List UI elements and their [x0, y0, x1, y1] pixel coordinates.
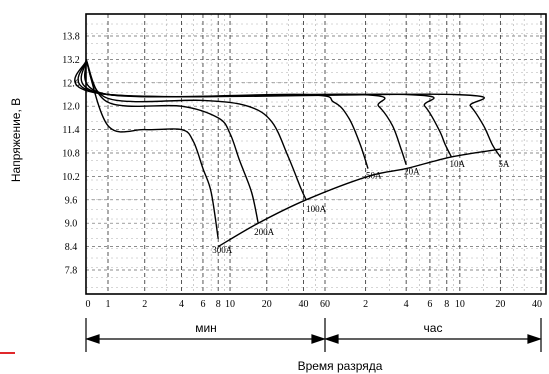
x-axis-label: Время разряда — [298, 359, 383, 373]
red-accent-mark — [0, 352, 15, 354]
x-tick-label: 40 — [532, 299, 542, 310]
y-tick-label: 12.6 — [62, 78, 80, 89]
x-tick-label: 10 — [225, 299, 235, 310]
x-tick-label: 10 — [455, 299, 465, 310]
plot-frame — [85, 13, 547, 295]
y-tick-labels: 13.8 13.2 12.6 12.0 11.4 10.8 10.2 9.6 9.0 8.4 7.8 — [62, 32, 80, 277]
y-tick-label: 10.2 — [62, 172, 80, 183]
end-voltage-curve — [217, 148, 501, 248]
series-label: 5A — [498, 159, 510, 169]
x-tick-label: 60 — [320, 299, 330, 310]
hours-arrow-right — [527, 334, 542, 344]
y-tick-label: 7.8 — [65, 266, 78, 277]
series-label: 200A — [254, 227, 275, 237]
x-tick-label: 6 — [427, 299, 432, 310]
series-labels: 300A 200A 100A 50A 20A 10A 5A — [212, 159, 510, 255]
series-label: 10A — [449, 159, 465, 169]
x-tick-label: 0 — [86, 299, 91, 310]
series-label: 20A — [404, 167, 420, 177]
x-tick-label: 2 — [142, 299, 147, 310]
series-label: 300A — [212, 245, 233, 255]
discharge-curves — [74, 59, 501, 239]
series-label: 50A — [366, 171, 382, 181]
minutes-arrow-left — [85, 334, 100, 344]
x-tick-labels: 0 1 2 4 6 8 10 20 40 60 2 4 6 8 10 20 40 — [86, 299, 543, 310]
y-axis-label: Напряжение, В — [9, 98, 23, 182]
y-tick-label: 12.0 — [62, 102, 80, 113]
series-line-200a — [85, 59, 259, 224]
x-tick-label: 8 — [444, 299, 449, 310]
x-tick-label: 20 — [262, 299, 272, 310]
x-tick-label: 40 — [299, 299, 309, 310]
minutes-arrow-right — [311, 334, 326, 344]
x-tick-label: 2 — [363, 299, 368, 310]
y-tick-label: 8.4 — [65, 242, 78, 253]
x-tick-label: 8 — [216, 299, 221, 310]
series-line-100a — [85, 59, 307, 201]
series-line-10a — [77, 59, 453, 158]
x-tick-label: 1 — [106, 299, 111, 310]
x-tick-label: 20 — [495, 299, 505, 310]
hours-arrow-left — [324, 334, 339, 344]
y-tick-label: 10.8 — [62, 149, 80, 160]
series-label: 100A — [306, 204, 327, 214]
series-line-50a — [84, 59, 369, 169]
y-tick-label: 9.6 — [65, 195, 78, 206]
y-tick-label: 13.2 — [62, 55, 80, 66]
y-tick-label: 13.8 — [62, 32, 80, 43]
hours-segment-label: час — [424, 321, 443, 335]
x-tick-label: 4 — [404, 299, 409, 310]
x-tick-label: 4 — [179, 299, 184, 310]
segment-brackets — [85, 318, 542, 352]
grid-lines — [86, 14, 546, 294]
y-tick-label: 9.0 — [65, 219, 78, 230]
series-line-20a — [80, 59, 407, 165]
series-line-5a — [74, 59, 501, 158]
series-line-300a — [85, 59, 219, 239]
minutes-segment-label: мин — [195, 321, 217, 335]
y-tick-label: 11.4 — [62, 125, 79, 136]
x-tick-label: 6 — [200, 299, 205, 310]
